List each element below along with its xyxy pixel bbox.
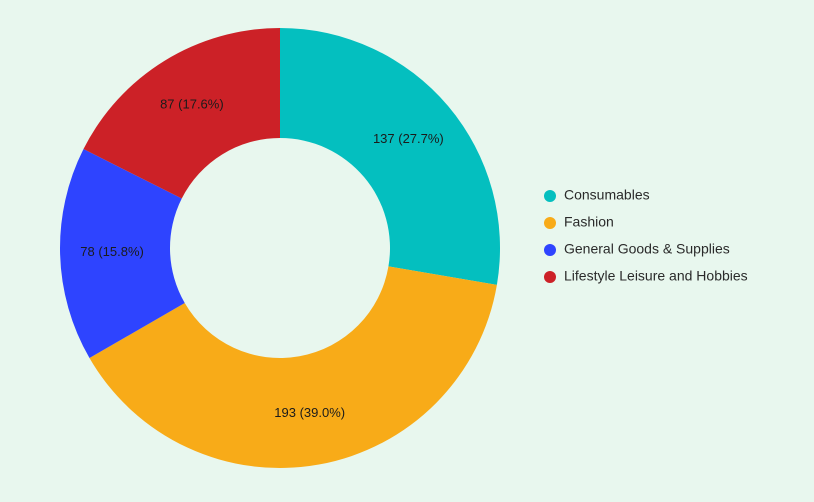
legend-marker-fashion [544,217,556,229]
legend: Consumables Fashion General Goods & Suppli… [544,187,748,284]
legend-item-consumables: Consumables [544,187,650,203]
legend-label-fashion: Fashion [564,214,614,230]
slice-labels-group: 137 (27.7%) 193 (39.0%) 78 (15.8%) 87 (17.6… [80,96,443,419]
slice-label-fashion: 193 (39.0%) [274,405,345,420]
legend-marker-consumables [544,190,556,202]
slice-fashion [89,266,497,468]
slice-consumables [280,28,500,285]
legend-label-consumables: Consumables [564,187,650,203]
legend-marker-general-goods-supplies [544,244,556,256]
slice-label-lifestyle-leisure-and-hobbies: 87 (17.6%) [160,96,224,111]
slice-general-goods-supplies [59,149,185,358]
slices-group [59,28,500,468]
legend-item-lifestyle-leisure-and-hobbies: Lifestyle Leisure and Hobbies [544,268,748,284]
legend-marker-lifestyle-leisure-and-hobbies [544,271,556,283]
legend-label-general-goods-supplies: General Goods & Supplies [564,241,730,257]
legend-item-general-goods-supplies: General Goods & Supplies [544,241,730,257]
legend-item-fashion: Fashion [544,214,614,230]
slice-label-consumables: 137 (27.7%) [373,131,444,146]
slice-lifestyle-leisure-and-hobbies [83,28,280,199]
legend-label-lifestyle-leisure-and-hobbies: Lifestyle Leisure and Hobbies [564,268,748,284]
slice-label-general-goods-supplies: 78 (15.8%) [80,244,144,259]
